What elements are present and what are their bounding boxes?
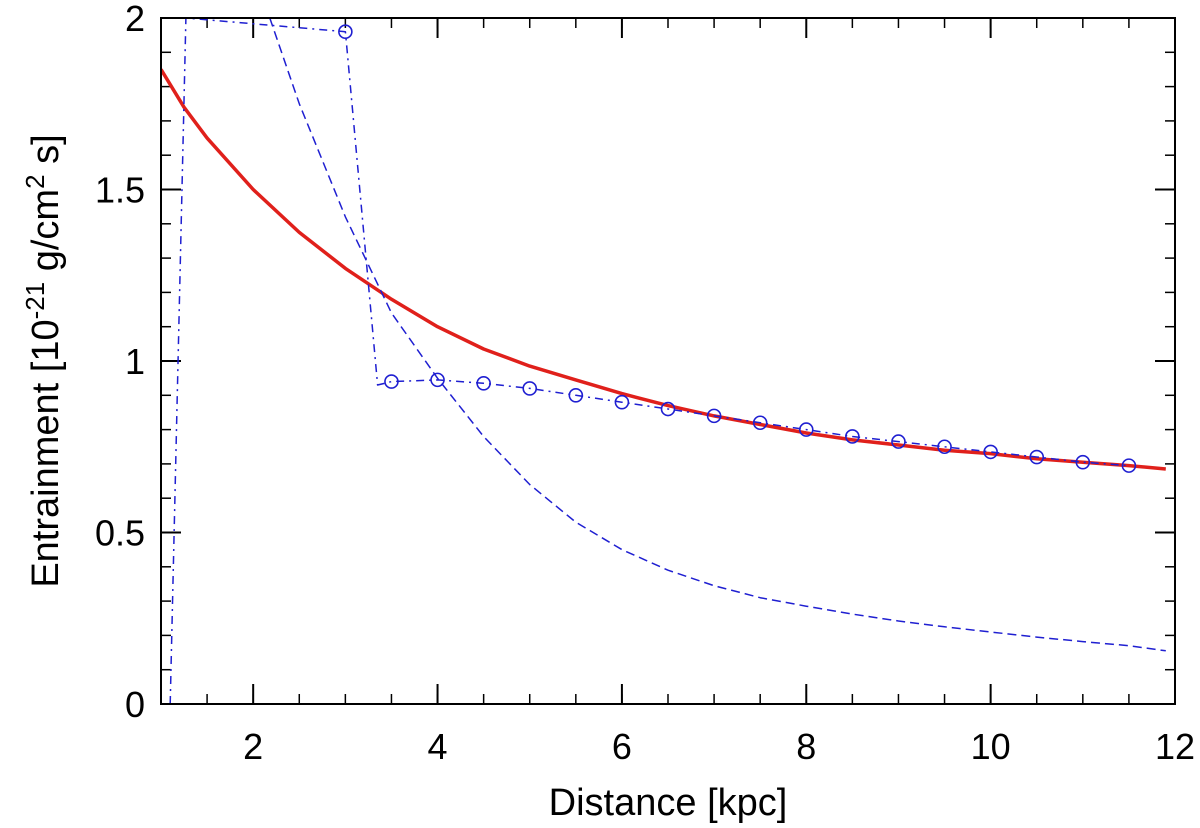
data-point-marker — [798, 422, 814, 437]
x-tick-label: 12 — [1155, 726, 1195, 767]
series-dashdot-line — [169, 18, 1129, 704]
y-axis-title-prefix: Entrainment [10 — [25, 319, 67, 587]
plot-frame — [160, 17, 1176, 705]
data-point-marker — [430, 372, 445, 388]
data-point-marker — [338, 24, 353, 40]
x-tick-label: 10 — [971, 726, 1011, 767]
series-solid-line — [161, 68, 1166, 471]
x-tick-label: 4 — [428, 726, 448, 767]
y-tick-label: 0 — [125, 684, 145, 725]
data-point-marker — [384, 374, 399, 389]
data-point-marker — [614, 394, 630, 410]
y-axis-title-exponent-1: -21 — [20, 282, 50, 320]
data-point-marker — [522, 381, 538, 396]
y-tick-label: 0.5 — [95, 513, 145, 554]
y-axis-title-exponent-2: 2 — [20, 174, 50, 188]
y-axis-title-middle: g/cm — [25, 189, 67, 282]
data-point-marker — [1029, 449, 1045, 465]
y-axis-title-suffix: s] — [25, 134, 67, 174]
data-point-marker — [568, 387, 584, 403]
series-layer — [161, 18, 1166, 704]
data-point-marker — [660, 401, 676, 417]
x-tick-label: 2 — [243, 726, 263, 767]
data-point-marker — [706, 408, 722, 424]
axis-ticks — [160, 17, 1176, 705]
data-point-marker — [752, 415, 768, 431]
tick-labels: 2 4 6 8 10 12 0 0.5 1 1.5 2 — [95, 0, 1195, 767]
y-tick-label: 2 — [125, 0, 145, 39]
x-tick-label: 8 — [796, 726, 816, 767]
x-tick-label: 6 — [612, 726, 632, 767]
data-point-marker — [891, 434, 906, 449]
data-point-marker — [1075, 454, 1091, 470]
series-dashed-line — [269, 18, 1166, 652]
data-point-marker — [937, 439, 952, 455]
data-point-marker — [1121, 458, 1137, 473]
data-point-marker — [983, 444, 998, 460]
y-tick-label: 1 — [125, 341, 145, 382]
data-point-marker — [845, 429, 860, 444]
y-tick-label: 1.5 — [95, 170, 145, 211]
data-point-marker — [476, 375, 491, 391]
y-axis-title: Entrainment [10-21 g/cm2 s] — [20, 134, 67, 587]
x-axis-title: Distance [kpc] — [549, 782, 788, 824]
